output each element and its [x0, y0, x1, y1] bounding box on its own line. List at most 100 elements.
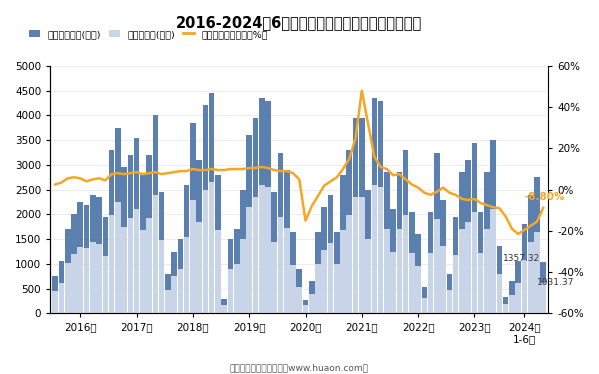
Bar — [259, 185, 265, 313]
Bar — [190, 200, 196, 313]
Bar — [434, 220, 440, 313]
Bar — [497, 274, 502, 313]
Bar — [278, 217, 283, 313]
Bar — [84, 205, 89, 313]
Bar — [202, 105, 208, 313]
Bar — [253, 118, 258, 313]
Bar — [184, 185, 189, 313]
Bar — [534, 177, 540, 313]
Bar — [503, 297, 509, 313]
Bar — [484, 229, 490, 313]
Bar — [409, 212, 415, 313]
Bar — [115, 128, 120, 313]
Bar — [65, 229, 71, 313]
Bar — [96, 197, 102, 313]
Bar — [90, 242, 96, 313]
Bar — [53, 291, 58, 313]
Bar — [240, 239, 246, 313]
Bar — [234, 229, 240, 313]
Bar — [515, 283, 521, 313]
Bar — [403, 215, 409, 313]
Bar — [328, 243, 333, 313]
Bar — [84, 248, 89, 313]
Bar — [53, 276, 58, 313]
Bar — [121, 227, 127, 313]
Bar — [447, 274, 452, 313]
Bar — [359, 118, 365, 313]
Bar — [447, 289, 452, 313]
Bar — [134, 209, 140, 313]
Bar — [322, 250, 327, 313]
Bar — [297, 287, 302, 313]
Bar — [184, 237, 189, 313]
Bar — [290, 265, 296, 313]
Bar — [397, 229, 402, 313]
Bar — [96, 244, 102, 313]
Bar — [171, 276, 177, 313]
Bar — [459, 229, 465, 313]
Bar — [440, 246, 446, 313]
Title: 2016-2024年6月重庆市房地产投资额及住宅投资额: 2016-2024年6月重庆市房地产投资额及住宅投资额 — [176, 15, 422, 30]
Bar — [165, 289, 171, 313]
Bar — [159, 240, 165, 313]
Bar — [190, 123, 196, 313]
Bar — [209, 93, 214, 313]
Bar — [359, 197, 365, 313]
Bar — [534, 232, 540, 313]
Bar — [271, 242, 277, 313]
Bar — [209, 182, 214, 313]
Bar — [491, 140, 496, 313]
Bar — [353, 118, 358, 313]
Bar — [453, 255, 458, 313]
Bar — [215, 230, 221, 313]
Bar — [384, 172, 389, 313]
Bar — [234, 264, 240, 313]
Bar — [422, 298, 427, 313]
Bar — [465, 160, 471, 313]
Bar — [90, 194, 96, 313]
Bar — [246, 135, 252, 313]
Bar — [540, 262, 546, 313]
Bar — [471, 212, 477, 313]
Bar — [240, 190, 246, 313]
Bar — [422, 287, 427, 313]
Bar — [128, 155, 133, 313]
Bar — [503, 304, 509, 313]
Bar — [228, 239, 233, 313]
Bar — [340, 175, 346, 313]
Bar — [177, 239, 183, 313]
Bar — [102, 257, 108, 313]
Bar — [509, 281, 515, 313]
Bar — [397, 172, 402, 313]
Bar — [478, 212, 483, 313]
Bar — [315, 232, 321, 313]
Bar — [65, 263, 71, 313]
Bar — [134, 138, 140, 313]
Bar — [59, 261, 64, 313]
Bar — [253, 197, 258, 313]
Bar — [515, 261, 521, 313]
Bar — [159, 192, 165, 313]
Bar — [378, 101, 383, 313]
Bar — [71, 254, 77, 313]
Bar — [297, 269, 302, 313]
Bar — [415, 266, 421, 313]
Bar — [140, 230, 146, 313]
Bar — [403, 150, 409, 313]
Bar — [522, 224, 527, 313]
Bar — [540, 283, 546, 313]
Legend: 房地产投资额(亿元), 住宅投资额(亿元), 房地产投资额增速（%）: 房地产投资额(亿元), 住宅投资额(亿元), 房地产投资额增速（%） — [25, 26, 272, 43]
Bar — [109, 215, 114, 313]
Bar — [428, 253, 434, 313]
Bar — [478, 253, 483, 313]
Bar — [365, 190, 371, 313]
Bar — [465, 222, 471, 313]
Bar — [196, 160, 202, 313]
Bar — [415, 234, 421, 313]
Bar — [196, 222, 202, 313]
Bar — [353, 197, 358, 313]
Bar — [171, 252, 177, 313]
Bar — [259, 98, 265, 313]
Bar — [378, 187, 383, 313]
Bar — [459, 172, 465, 313]
